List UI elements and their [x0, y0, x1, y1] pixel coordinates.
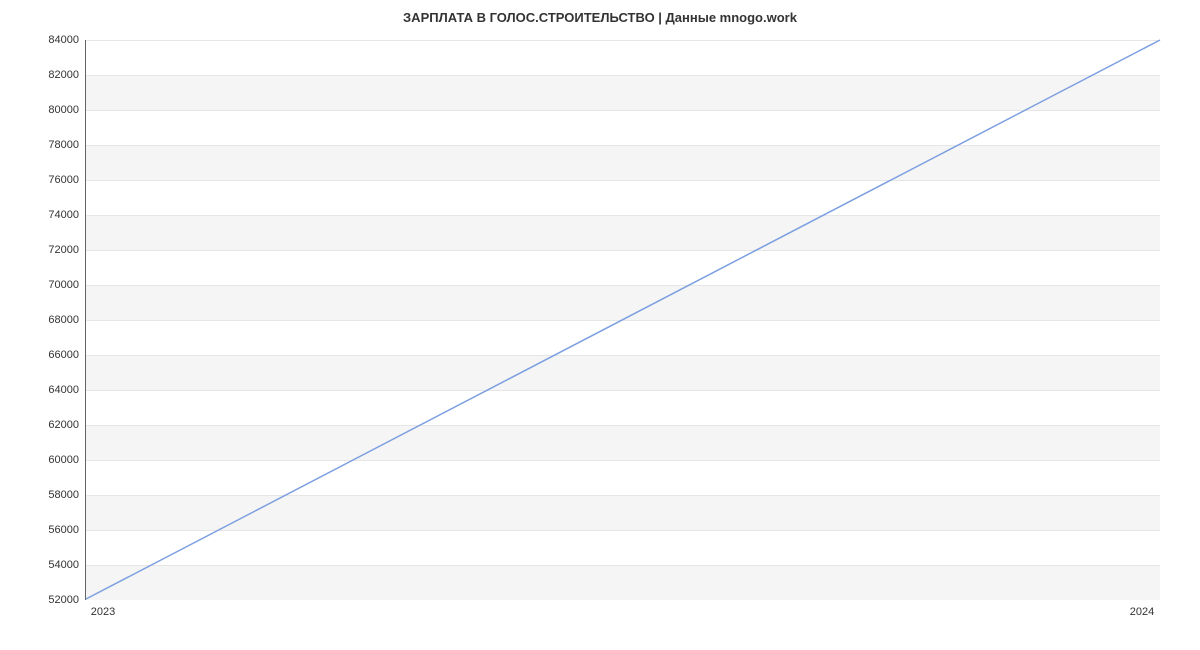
- series-salary-line: [86, 40, 1160, 599]
- y-tick-label: 76000: [37, 174, 79, 186]
- y-tick-label: 80000: [37, 104, 79, 116]
- x-tick-label: 2024: [1130, 606, 1154, 618]
- plot-area: [85, 40, 1160, 600]
- y-tick-label: 54000: [37, 559, 79, 571]
- line-series-svg: [86, 40, 1160, 599]
- chart-title: ЗАРПЛАТА В ГОЛОС.СТРОИТЕЛЬСТВО | Данные …: [0, 0, 1200, 25]
- y-tick-label: 58000: [37, 489, 79, 501]
- y-tick-label: 52000: [37, 594, 79, 606]
- y-tick-label: 82000: [37, 69, 79, 81]
- y-tick-label: 56000: [37, 524, 79, 536]
- y-tick-label: 68000: [37, 314, 79, 326]
- y-tick-label: 62000: [37, 419, 79, 431]
- y-tick-label: 74000: [37, 209, 79, 221]
- y-tick-label: 70000: [37, 279, 79, 291]
- y-tick-label: 66000: [37, 349, 79, 361]
- y-tick-label: 72000: [37, 244, 79, 256]
- y-tick-label: 64000: [37, 384, 79, 396]
- y-tick-label: 84000: [37, 34, 79, 46]
- x-tick-label: 2023: [91, 606, 115, 618]
- y-tick-label: 78000: [37, 139, 79, 151]
- y-tick-label: 60000: [37, 454, 79, 466]
